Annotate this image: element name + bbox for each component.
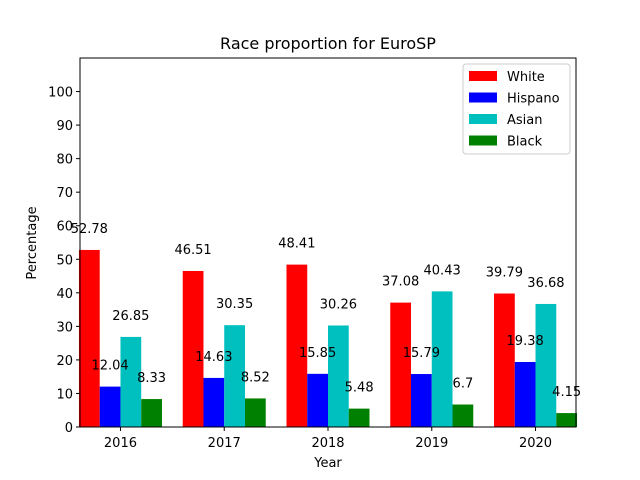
bar-asian-2017 — [224, 325, 245, 427]
legend-label-black: Black — [507, 135, 543, 150]
bar-white-2017 — [182, 270, 204, 427]
y-tick-label: 20 — [56, 354, 73, 369]
x-tick-label: 2016 — [104, 436, 137, 451]
data-labels-layer: 52.78 46.51 48.41 37.08 39.79 12.04 14.63 15.85… — [71, 222, 581, 400]
x-tick-label: 2020 — [519, 436, 552, 451]
chart-title: Race proportion for EuroSP — [220, 34, 436, 53]
y-axis: 0 10 20 30 40 50 60 70 80 90 100 — [48, 86, 80, 436]
y-tick-label: 50 — [56, 253, 73, 268]
legend-label-asian: Asian — [507, 113, 542, 128]
bar-hispano-2019 — [411, 374, 432, 427]
data-label-black-2017: 8.52 — [241, 370, 270, 385]
bar-hispano-2016 — [99, 386, 121, 427]
legend-swatch-black — [469, 135, 497, 146]
bar-hispano-2017 — [203, 377, 225, 427]
y-tick-label: 100 — [48, 86, 73, 101]
y-tick-label: 60 — [56, 220, 73, 235]
y-tick-label: 80 — [56, 153, 73, 168]
bars-layer — [78, 249, 578, 427]
bar-hispano-2020 — [514, 361, 536, 427]
bar-white-2016 — [78, 249, 100, 427]
legend-swatch-white — [469, 71, 497, 81]
bar-black-2017 — [244, 398, 266, 427]
data-label-black-2019: 6.7 — [453, 377, 474, 392]
data-label-hispano-2019: 15.79 — [403, 346, 440, 361]
data-label-white-2018: 48.41 — [278, 237, 315, 252]
y-tick-label: 40 — [56, 287, 73, 302]
bar-black-2016 — [141, 399, 162, 427]
data-label-white-2020: 39.79 — [486, 266, 523, 281]
bar-asian-2019 — [431, 291, 453, 427]
bar-asian-2020 — [535, 303, 557, 427]
legend: White Hispano Asian Black — [462, 63, 571, 155]
bar-black-2018 — [348, 408, 370, 427]
bar-hispano-2018 — [307, 373, 328, 427]
legend-box — [462, 63, 571, 155]
data-label-black-2016: 8.33 — [137, 371, 166, 386]
bar-black-2020 — [556, 413, 578, 427]
legend-label-white: White — [507, 70, 545, 85]
y-tick-label: 0 — [65, 421, 73, 436]
y-tick-label: 30 — [56, 320, 73, 335]
y-tick-label: 90 — [56, 119, 73, 134]
data-label-hispano-2018: 15.85 — [299, 346, 336, 361]
data-label-asian-2020: 36.68 — [527, 276, 564, 291]
legend-swatch-asian — [469, 114, 497, 124]
x-axis: 2016 2017 2018 2019 2020 — [104, 427, 552, 451]
bar-asian-2016 — [120, 336, 142, 427]
data-label-hispano-2020: 19.38 — [507, 334, 544, 349]
data-label-asian-2019: 40.43 — [424, 263, 461, 278]
bar-white-2018 — [286, 264, 308, 427]
data-label-black-2018: 5.48 — [345, 381, 374, 396]
data-label-white-2019: 37.08 — [382, 275, 419, 290]
data-label-hispano-2016: 12.04 — [91, 359, 128, 374]
y-axis-title: Percentage — [25, 206, 40, 279]
y-tick-label: 70 — [56, 186, 73, 201]
data-label-white-2016: 52.78 — [71, 222, 108, 237]
data-label-asian-2017: 30.35 — [216, 297, 253, 312]
plot-frame — [79, 57, 577, 428]
bar-white-2019 — [390, 302, 412, 427]
x-axis-title: Year — [313, 456, 342, 471]
data-label-white-2017: 46.51 — [174, 243, 211, 258]
bar-asian-2018 — [328, 325, 349, 427]
data-label-hispano-2017: 14.63 — [195, 350, 232, 365]
x-tick-label: 2017 — [208, 436, 241, 451]
legend-swatch-hispano — [469, 92, 497, 103]
x-tick-label: 2018 — [311, 436, 344, 451]
legend-label-hispano: Hispano — [507, 92, 560, 107]
bar-white-2020 — [494, 293, 515, 427]
data-label-black-2020: 4.15 — [552, 385, 581, 400]
x-tick-label: 2019 — [415, 436, 448, 451]
y-tick-label: 10 — [56, 387, 73, 402]
bar-black-2019 — [452, 404, 474, 427]
data-label-asian-2016: 26.85 — [112, 309, 149, 324]
data-label-asian-2018: 30.26 — [320, 297, 357, 312]
